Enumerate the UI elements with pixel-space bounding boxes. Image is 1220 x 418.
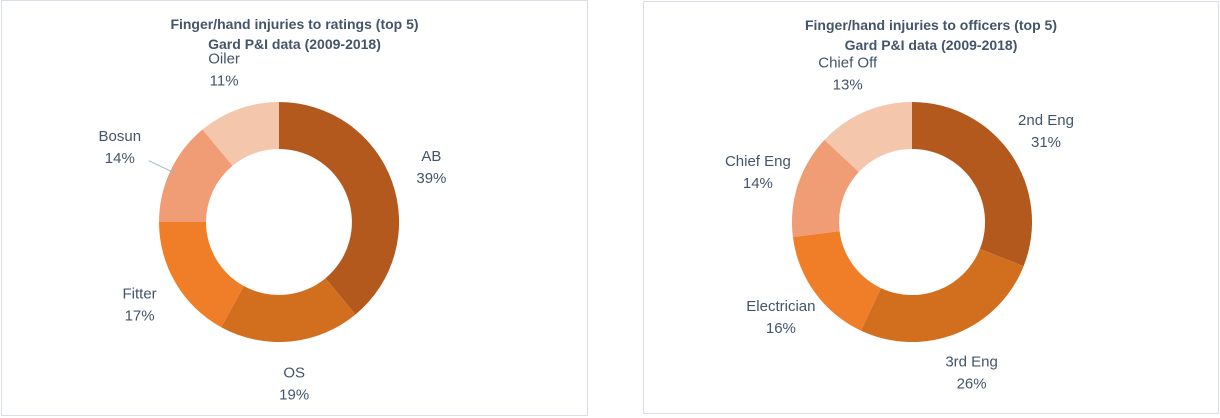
slice-label-chief-eng: Chief Eng 14% bbox=[725, 153, 791, 192]
donut-slice-oiler[interactable] bbox=[202, 101, 280, 166]
slice-label-chief-off: Chief Off 13% bbox=[818, 54, 878, 93]
donut-slice-electrician[interactable] bbox=[792, 231, 881, 331]
ratings-donut-chart: AB 39% OS 19% Fitter 17% Bosun 14% Oiler 11% bbox=[99, 51, 447, 404]
slice-label-3rd-eng: 3rd Eng 26% bbox=[945, 354, 998, 393]
donut-slice-os[interactable] bbox=[221, 278, 356, 343]
donut-slice-chief-eng[interactable] bbox=[791, 139, 859, 237]
slice-label-2nd-eng: 2nd Eng 31% bbox=[1018, 112, 1074, 151]
slice-label-bosun: Bosun 14% bbox=[99, 128, 142, 167]
donut-slice-chief-off[interactable] bbox=[824, 102, 913, 172]
slice-label-electrician: Electrician 16% bbox=[746, 298, 815, 337]
officers-donut-chart: 2nd Eng 31% 3rd Eng 26% Electrician 16% Chief … bbox=[725, 54, 1074, 393]
officers-chart-title: Finger/hand injuries to officers (top 5)… bbox=[644, 15, 1218, 55]
officers-chart-title-line2: Gard P&I data (2009-2018) bbox=[844, 37, 1018, 53]
ratings-chart-title: Finger/hand injuries to ratings (top 5) … bbox=[2, 14, 587, 54]
slice-label-os: OS 19% bbox=[279, 364, 309, 403]
donut-slice-bosun[interactable] bbox=[158, 129, 233, 223]
donut-slice-ab[interactable] bbox=[279, 101, 400, 315]
ratings-chart-title-line2: Gard P&I data (2009-2018) bbox=[208, 36, 381, 52]
ratings-chart-title-line1: Finger/hand injuries to ratings (top 5) bbox=[170, 16, 419, 32]
slice-label-ab: AB 39% bbox=[416, 148, 446, 187]
officers-chart-panel: Finger/hand injuries to officers (top 5)… bbox=[643, 1, 1219, 414]
donut-slice-2nd-eng[interactable] bbox=[912, 102, 1033, 267]
ratings-chart-panel: Finger/hand injuries to ratings (top 5) … bbox=[1, 0, 588, 416]
donut-slice-fitter[interactable] bbox=[158, 222, 244, 328]
slice-label-oiler: Oiler 11% bbox=[208, 51, 240, 90]
donut-slice-3rd-eng[interactable] bbox=[860, 248, 1024, 343]
officers-chart-title-line1: Finger/hand injuries to officers (top 5) bbox=[804, 17, 1057, 33]
leader-line-bosun bbox=[148, 160, 177, 174]
slice-label-fitter: Fitter 17% bbox=[123, 286, 157, 325]
